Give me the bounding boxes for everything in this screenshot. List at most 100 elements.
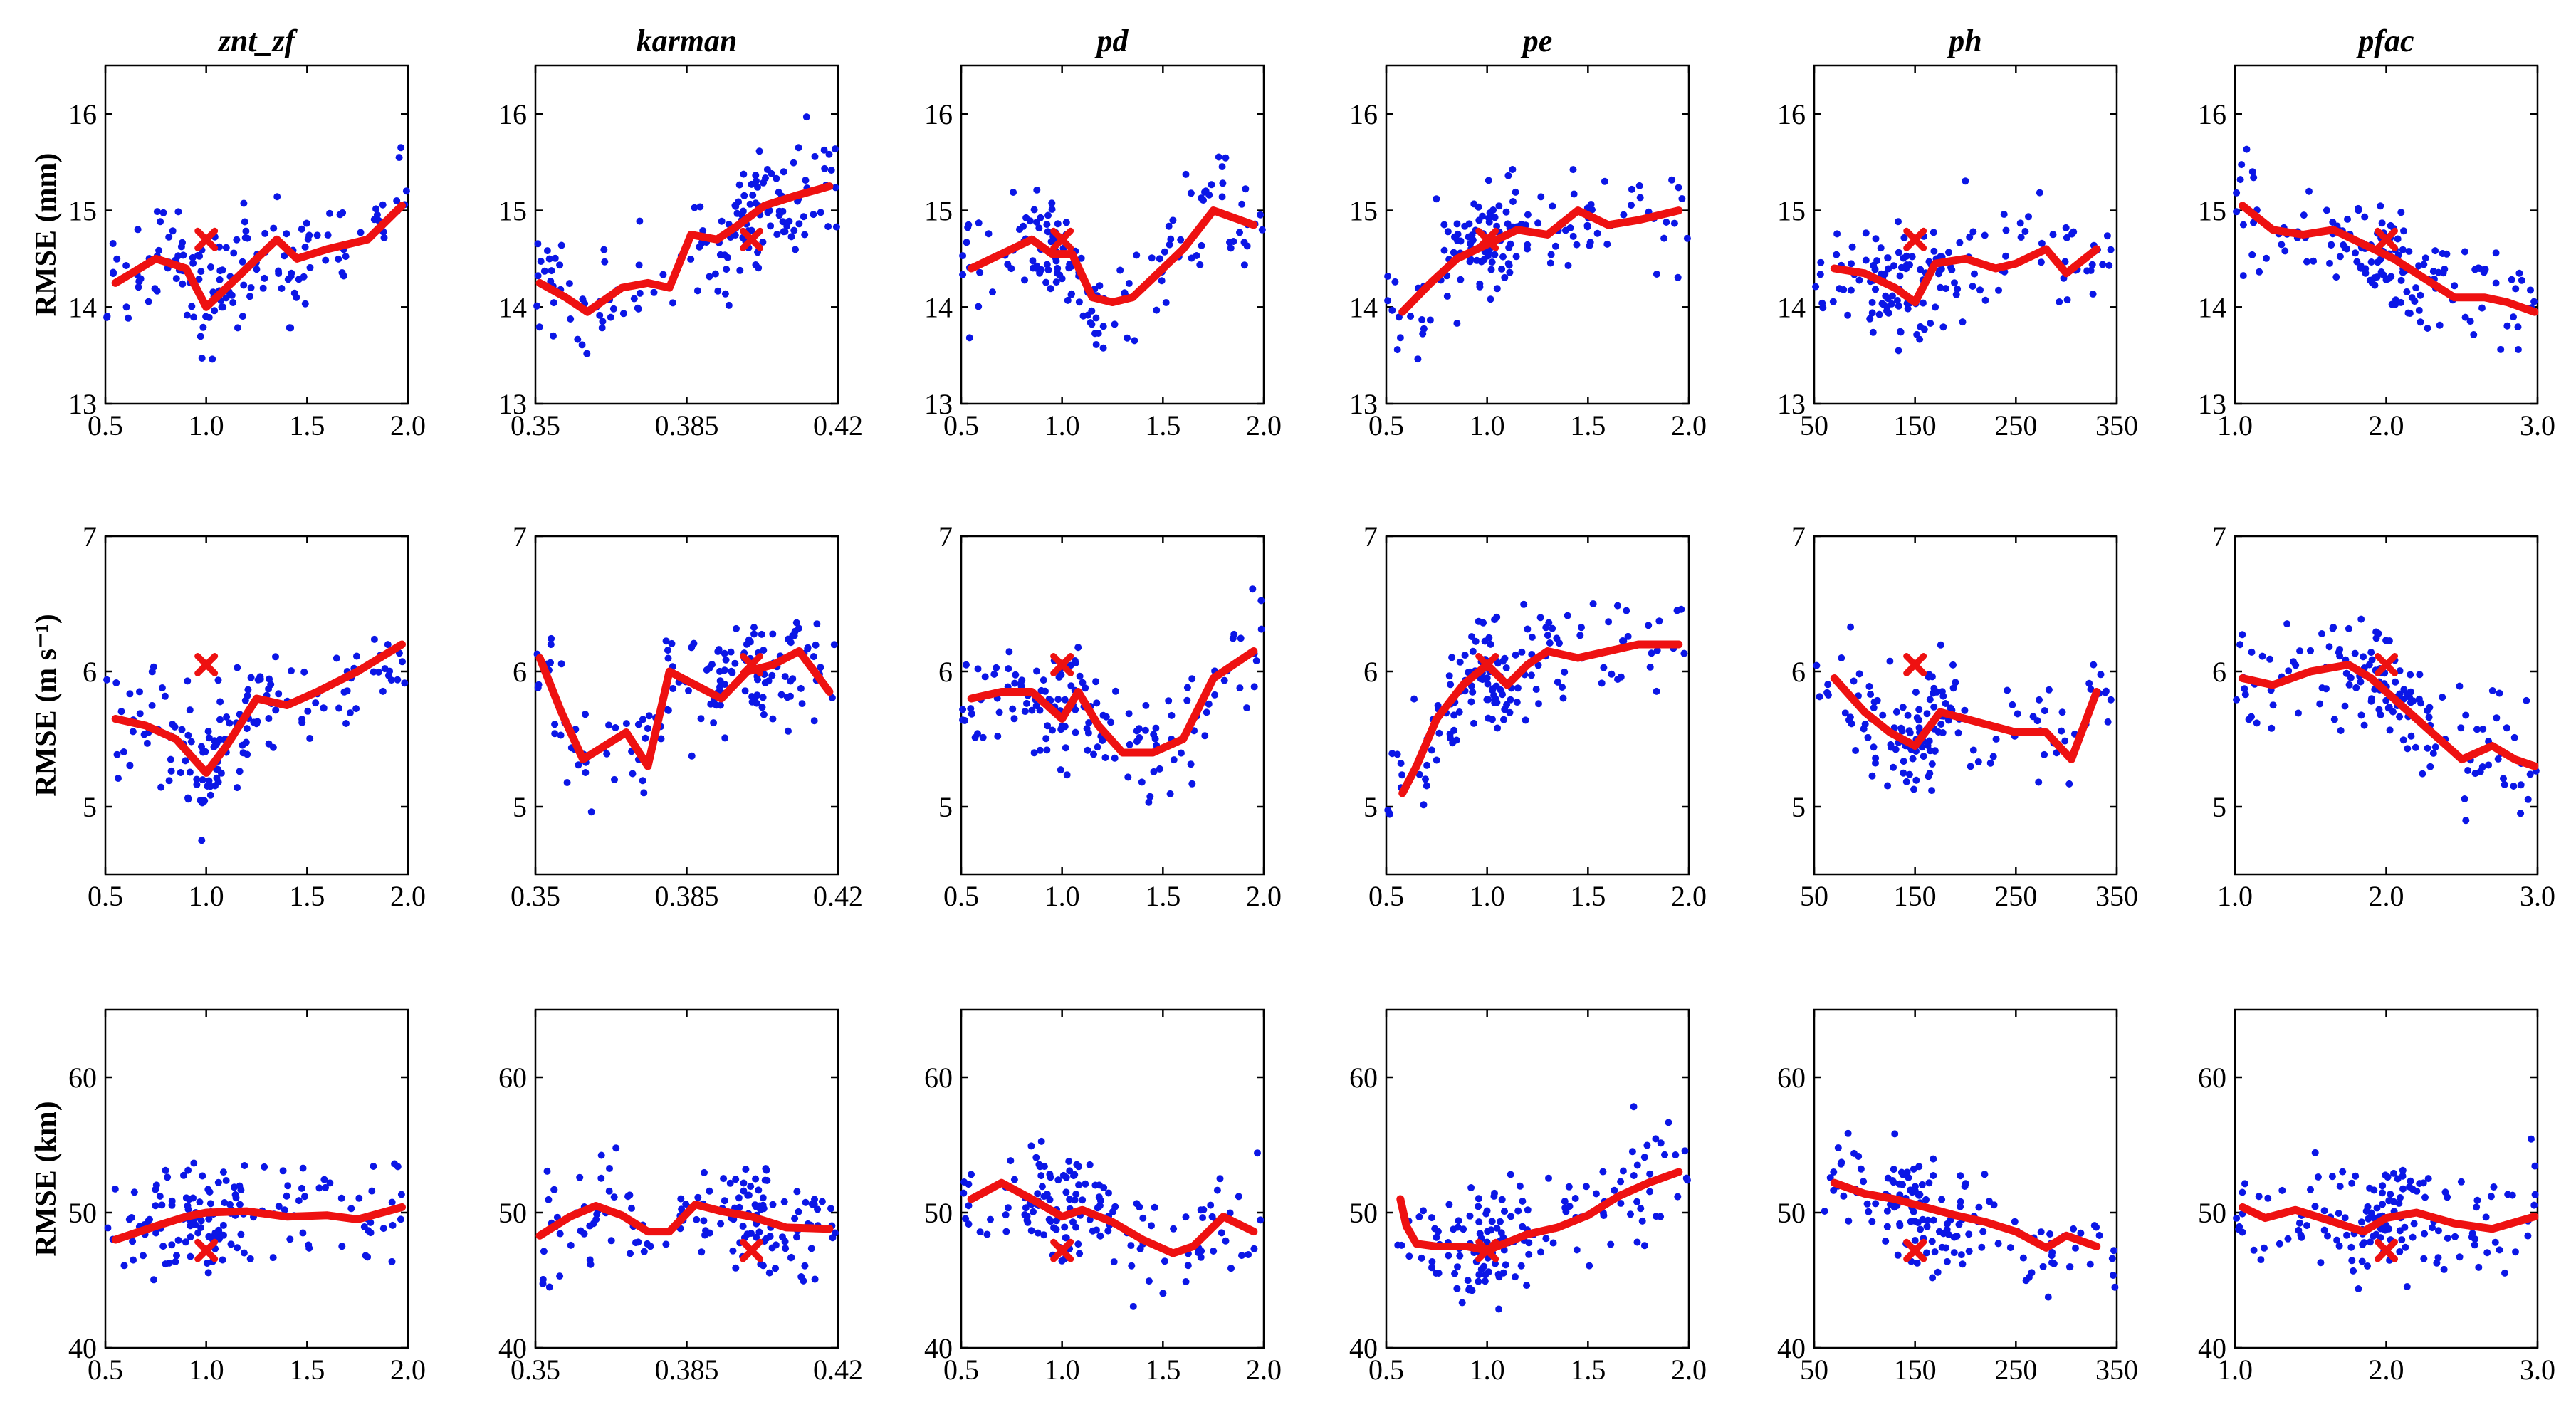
scatter-point xyxy=(2269,701,2277,709)
scatter-point xyxy=(963,661,970,669)
scatter-point xyxy=(2379,1182,2387,1190)
default-marker-stroke xyxy=(1475,653,1499,676)
scatter-point xyxy=(137,275,145,283)
scatter-point xyxy=(275,267,282,275)
scatter-point xyxy=(2412,743,2419,751)
scatter-point xyxy=(722,656,730,664)
scatter-point xyxy=(1116,266,1124,274)
scatter-point xyxy=(1910,785,1917,793)
scatter-point xyxy=(1150,768,1158,775)
scatter-point xyxy=(2239,221,2247,229)
scatter-point xyxy=(2281,247,2289,255)
scatter-point xyxy=(1036,706,1044,714)
scatter-point xyxy=(1617,673,1625,681)
scatter-point xyxy=(818,1198,826,1205)
y-tick-label: 40 xyxy=(2198,1332,2226,1364)
scatter-point xyxy=(193,780,201,788)
scatter-point xyxy=(1995,286,2002,294)
scatter-point xyxy=(1537,193,1545,201)
scatter-point xyxy=(216,276,224,283)
scatter-point xyxy=(1875,310,1883,318)
scatter-point xyxy=(1665,1119,1672,1126)
scatter-point xyxy=(662,1240,670,1248)
scatter-point xyxy=(337,1194,345,1202)
default-marker xyxy=(2375,653,2398,676)
scatter-point xyxy=(2241,1180,2248,1188)
scatter-point xyxy=(197,1224,204,1232)
scatter-point xyxy=(1489,206,1497,214)
scatter-point xyxy=(1513,699,1521,706)
scatter-point xyxy=(1507,1171,1514,1178)
scatter-point xyxy=(130,1256,137,1264)
scatter-point xyxy=(313,231,321,239)
scatter-point xyxy=(534,272,542,280)
scatter-point xyxy=(1957,1172,1964,1180)
scatter-point xyxy=(1455,708,1463,716)
scatter-point xyxy=(2382,276,2390,283)
scatter-point xyxy=(1519,1198,1527,1205)
scatter-point xyxy=(1657,1139,1665,1147)
scatter-point xyxy=(1061,696,1069,704)
scatter-point xyxy=(2425,713,2433,721)
scatter-point xyxy=(2367,1238,2374,1246)
scatter-point xyxy=(199,748,207,756)
scatter-point xyxy=(1937,641,1944,649)
scatter-point xyxy=(1072,1191,1080,1198)
scatter-point xyxy=(1903,1168,1911,1176)
x-tick-label: 1.0 xyxy=(2217,409,2253,441)
scatter-point xyxy=(763,1235,770,1242)
x-tick-label: 2.0 xyxy=(1671,880,1707,912)
scatter-point xyxy=(2111,1283,2119,1291)
plot-frame xyxy=(1385,1008,1690,1349)
scatter-point xyxy=(1965,1230,1973,1238)
scatter-point xyxy=(965,334,973,342)
scatter-point xyxy=(1932,303,1939,311)
scatter-point xyxy=(2264,1194,2272,1202)
scatter-point xyxy=(1900,758,1907,765)
scatter-point xyxy=(1398,1241,1405,1249)
scatter-point xyxy=(993,664,1000,671)
scatter-point xyxy=(2002,252,2009,260)
scatter-point xyxy=(1445,1252,1452,1260)
default-marker-stroke xyxy=(194,227,219,251)
scatter-point xyxy=(2364,1262,2371,1270)
scatter-point xyxy=(1681,1147,1689,1155)
scatter-point xyxy=(810,717,818,725)
scatter-point xyxy=(1498,265,1506,273)
scatter-point xyxy=(629,770,637,778)
scatter-point xyxy=(1895,347,1902,355)
scatter-point xyxy=(270,224,278,232)
scatter-point xyxy=(543,1167,551,1175)
scatter-point xyxy=(2250,1246,2258,1254)
default-marker xyxy=(740,1238,764,1262)
scatter-point xyxy=(1178,749,1185,757)
scatter-point xyxy=(1925,673,1932,681)
default-marker xyxy=(1475,653,1499,676)
scatter-point xyxy=(1576,632,1584,639)
y-tick-label: 15 xyxy=(2198,195,2226,227)
scatter-point xyxy=(758,704,766,711)
scatter-point xyxy=(1922,1196,1930,1203)
scatter-point xyxy=(1048,199,1056,207)
y-tick-label: 60 xyxy=(1349,1062,1378,1094)
scatter-point xyxy=(639,716,646,723)
scatter-point xyxy=(1131,337,1138,345)
scatter-point xyxy=(697,715,705,723)
scatter-point xyxy=(720,1175,728,1183)
scatter-point xyxy=(2343,1231,2350,1239)
scatter-point xyxy=(2490,1183,2498,1191)
scatter-point xyxy=(342,720,350,727)
scatter-point xyxy=(1177,236,1185,244)
y-tick-label: 14 xyxy=(2198,291,2226,323)
scatter-point xyxy=(2333,1236,2341,1244)
scatter-point xyxy=(1937,283,1944,291)
scatter-point xyxy=(1934,1268,1942,1276)
scatter-point xyxy=(1868,298,1876,306)
scatter-point xyxy=(1640,1154,1648,1161)
scatter-point xyxy=(1910,1208,1917,1215)
scatter-point xyxy=(2077,1229,2085,1237)
scatter-point xyxy=(1866,315,1874,323)
scatter-point xyxy=(1923,1223,1931,1230)
scatter-point xyxy=(747,1183,755,1191)
